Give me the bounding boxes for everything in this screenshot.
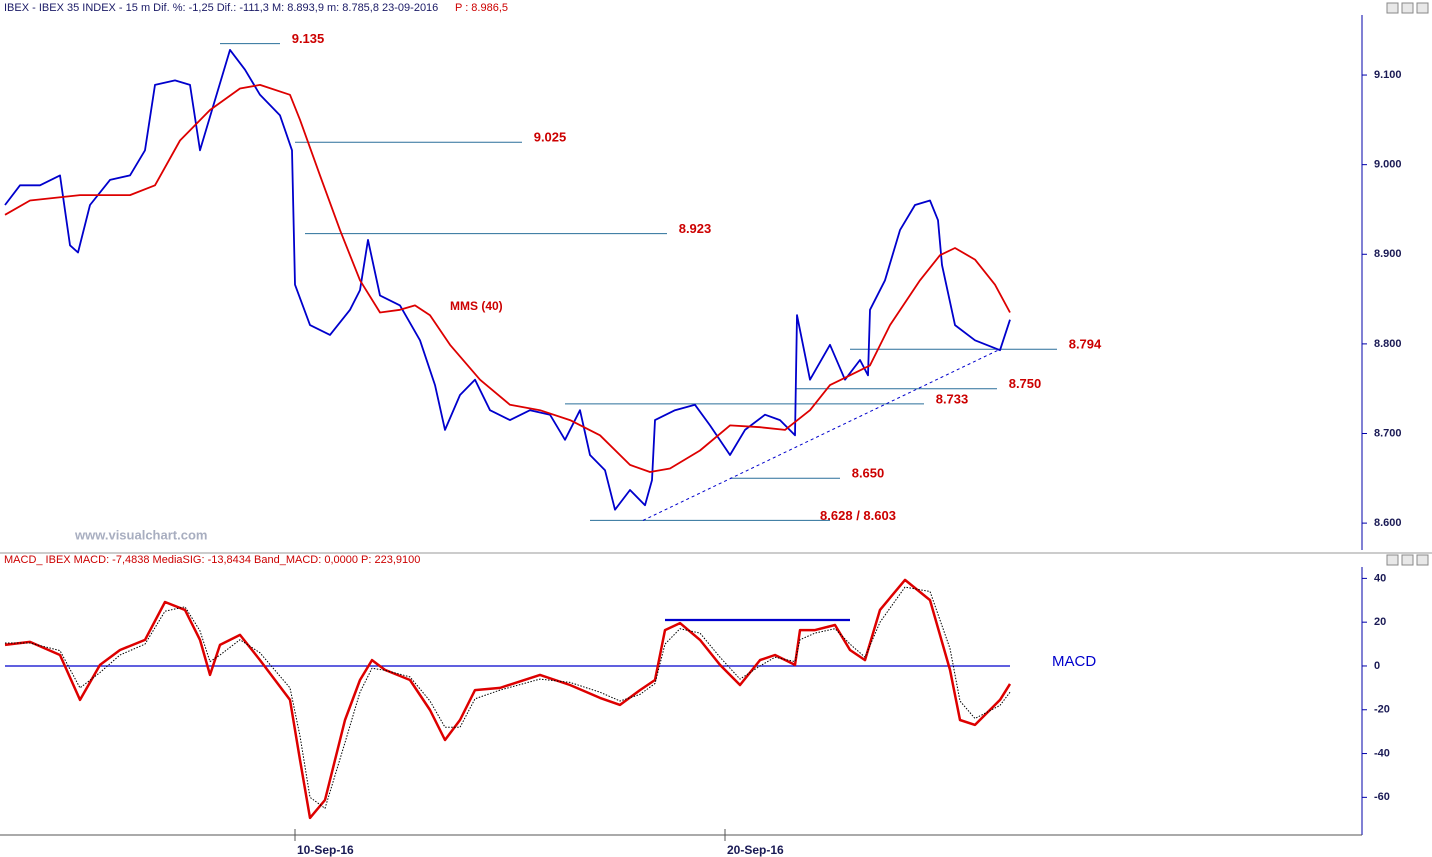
y-tick-label: 9.100: [1374, 69, 1402, 81]
watermark: www.visualchart.com: [74, 527, 207, 542]
level-label: 9.135: [292, 31, 325, 46]
y-tick-label: -40: [1374, 747, 1390, 759]
close-button[interactable]: [1416, 554, 1429, 566]
level-label: 8.750: [1009, 376, 1042, 391]
y-tick-label: -60: [1374, 791, 1390, 803]
y-tick-label: 8.900: [1374, 248, 1402, 260]
level-label: 8.650: [852, 466, 885, 481]
y-tick-label: 0: [1374, 660, 1380, 672]
close-button[interactable]: [1416, 2, 1429, 14]
mms-annotation: MMS (40): [450, 299, 503, 313]
series-line: [4, 49, 1011, 511]
y-tick-label: 40: [1374, 572, 1386, 584]
level-label: 8.923: [679, 221, 712, 236]
y-tick-label: 9.000: [1374, 159, 1402, 171]
x-tick-label: 10-Sep-16: [297, 843, 354, 857]
series-line: [4, 578, 1012, 820]
y-tick-label: 8.600: [1374, 517, 1402, 529]
level-label: 9.025: [534, 130, 567, 145]
x-tick-label: 20-Sep-16: [727, 843, 784, 857]
y-tick-label: -20: [1374, 704, 1390, 716]
series-line: [4, 84, 1011, 473]
price-header: IBEX - IBEX 35 INDEX - 15 m Dif. %: -1,2…: [4, 2, 438, 14]
y-tick-label: 8.700: [1374, 427, 1402, 439]
series-line: [5, 586, 1011, 809]
macd-label: MACD: [1052, 653, 1096, 670]
maximize-button[interactable]: [1401, 554, 1414, 566]
window-buttons[interactable]: [1386, 2, 1429, 566]
minimize-button[interactable]: [1386, 2, 1399, 14]
minimize-button[interactable]: [1386, 554, 1399, 566]
level-label: 8.794: [1069, 337, 1102, 352]
maximize-button[interactable]: [1401, 2, 1414, 14]
y-tick-label: 8.800: [1374, 338, 1402, 350]
trend-line: [642, 348, 1001, 521]
level-label: 8.733: [936, 391, 969, 406]
y-tick-label: 20: [1374, 616, 1386, 628]
macd-header: MACD_ IBEX MACD: -7,4838 MediaSIG: -13,8…: [4, 554, 420, 566]
price-header-last: P : 8.986,5: [455, 2, 508, 14]
level-label: 8.628 / 8.603: [820, 508, 896, 523]
